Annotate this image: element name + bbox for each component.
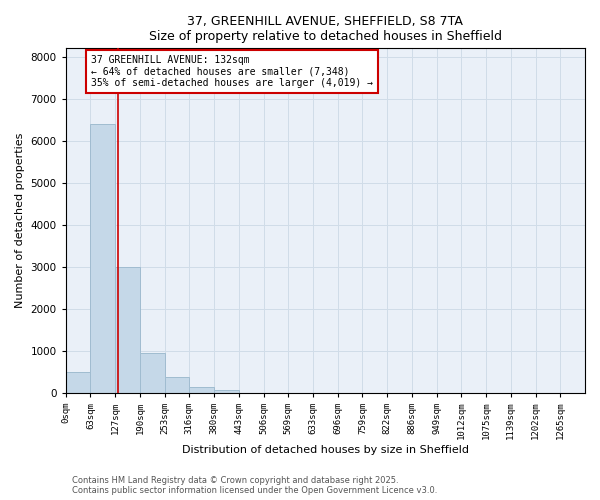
Bar (214, 390, 239, 393)
Bar (190, 388, 214, 393)
Bar (115, 267, 140, 393)
Text: Contains HM Land Registry data © Crown copyright and database right 2025.
Contai: Contains HM Land Registry data © Crown c… (72, 476, 437, 495)
X-axis label: Distribution of detached houses by size in Sheffield: Distribution of detached houses by size … (182, 445, 469, 455)
Bar (66, 372, 91, 393)
Y-axis label: Number of detached properties: Number of detached properties (15, 133, 25, 308)
Text: 37 GREENHILL AVENUE: 132sqm
← 64% of detached houses are smaller (7,348)
35% of : 37 GREENHILL AVENUE: 132sqm ← 64% of det… (91, 54, 373, 88)
Bar (140, 353, 164, 393)
Title: 37, GREENHILL AVENUE, SHEFFIELD, S8 7TA
Size of property relative to detached ho: 37, GREENHILL AVENUE, SHEFFIELD, S8 7TA … (149, 15, 502, 43)
Bar (164, 377, 190, 393)
Bar (91, 124, 115, 393)
